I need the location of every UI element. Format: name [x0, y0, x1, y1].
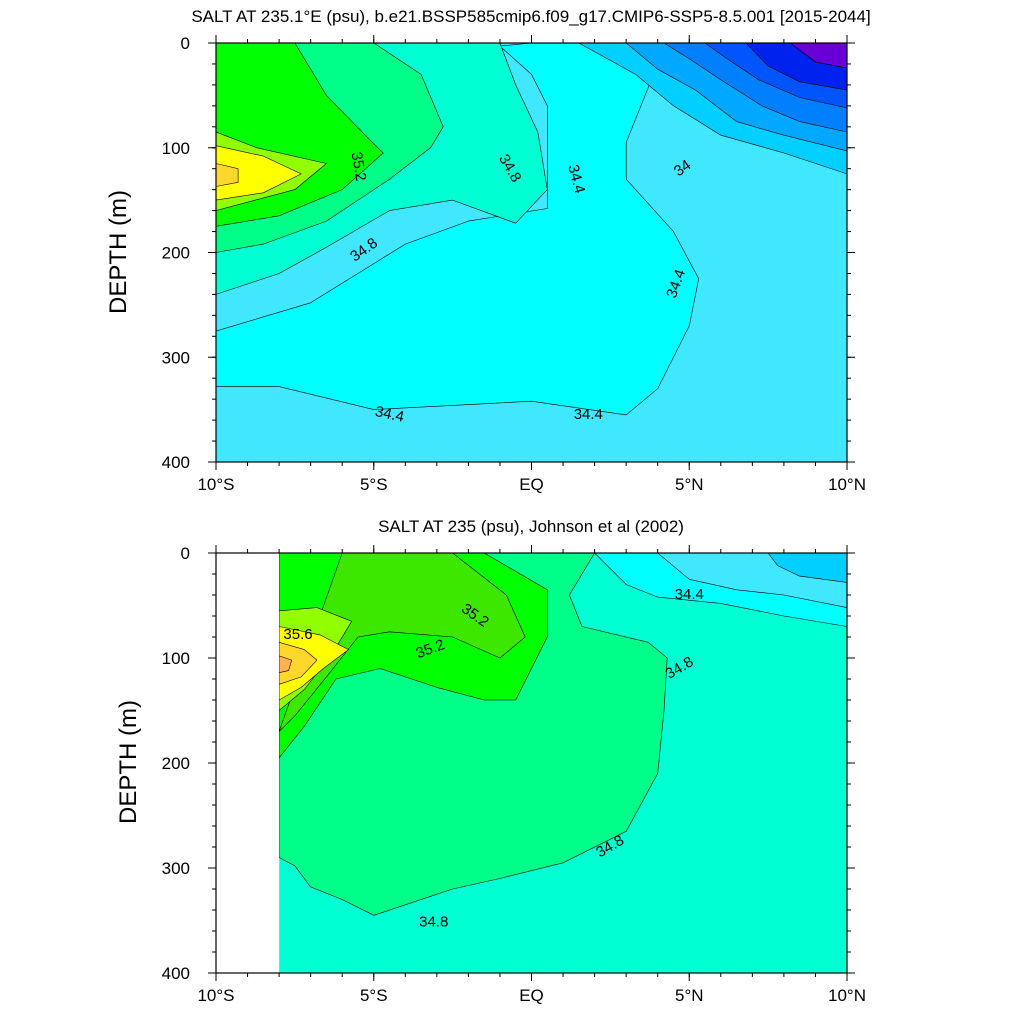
contour-label: 34.4 — [574, 406, 603, 423]
panel-model-y-axis-label: DEPTH (m) — [105, 190, 132, 314]
contour-band — [216, 163, 239, 187]
contour-fills — [279, 553, 848, 973]
y-tick-label: 200 — [162, 244, 190, 263]
contour-band — [789, 43, 847, 69]
contour-fills — [216, 43, 847, 462]
contour-band — [279, 655, 293, 674]
y-tick-label: 0 — [181, 544, 190, 563]
x-tick-label: 10°N — [828, 986, 866, 1005]
y-tick-label: 100 — [162, 649, 190, 668]
x-tick-label: 10°S — [197, 986, 234, 1005]
y-tick-label: 300 — [162, 348, 190, 367]
contour-band — [279, 641, 318, 685]
panel-observed-plot-area: 10°S 5°S EQ 5°N 10°N010020030040035.235.635.… — [162, 544, 866, 1005]
y-tick-label: 100 — [162, 139, 190, 158]
x-tick-label: 5°N — [675, 475, 704, 494]
x-tick-label: 5°N — [675, 986, 704, 1005]
contour-label: 34.8 — [419, 914, 448, 931]
panel-observed-title: SALT AT 235 (psu), Johnson et al (2002) — [378, 517, 684, 536]
x-tick-label: 5°S — [360, 986, 388, 1005]
y-tick-label: 400 — [162, 964, 190, 983]
contour-label: 35.2 — [348, 151, 370, 183]
contour-band — [216, 145, 302, 201]
x-tick-label: EQ — [519, 986, 544, 1005]
panel-model-title: SALT AT 235.1°E (psu), b.e21.BSSP585cmip… — [191, 7, 870, 26]
panel-model: SALT AT 235.1°E (psu), b.e21.BSSP585cmip… — [105, 7, 871, 494]
contour-label: 34.4 — [564, 163, 588, 196]
y-tick-label: 200 — [162, 754, 190, 773]
contour-label: 34.4 — [374, 403, 406, 426]
panel-observed-y-axis-label: DEPTH (m) — [115, 700, 142, 824]
x-tick-label: 10°S — [197, 475, 234, 494]
panel-model-plot-area: 10°S 5°S EQ 5°N 10°N010020030040035.234.834.… — [162, 34, 866, 494]
x-tick-label: 5°S — [360, 475, 388, 494]
y-tick-label: 400 — [162, 453, 190, 472]
contour-band — [767, 553, 848, 583]
panel-observed: SALT AT 235 (psu), Johnson et al (2002) … — [115, 517, 866, 1005]
contour-label: 34.4 — [675, 586, 704, 603]
contour-label: 35.6 — [283, 626, 312, 643]
y-tick-label: 300 — [162, 859, 190, 878]
x-tick-label: 10°N — [828, 475, 866, 494]
x-tick-label: EQ — [519, 475, 544, 494]
y-tick-label: 0 — [181, 34, 190, 53]
contour-label: 34 — [671, 157, 694, 180]
contour-band — [279, 553, 526, 732]
